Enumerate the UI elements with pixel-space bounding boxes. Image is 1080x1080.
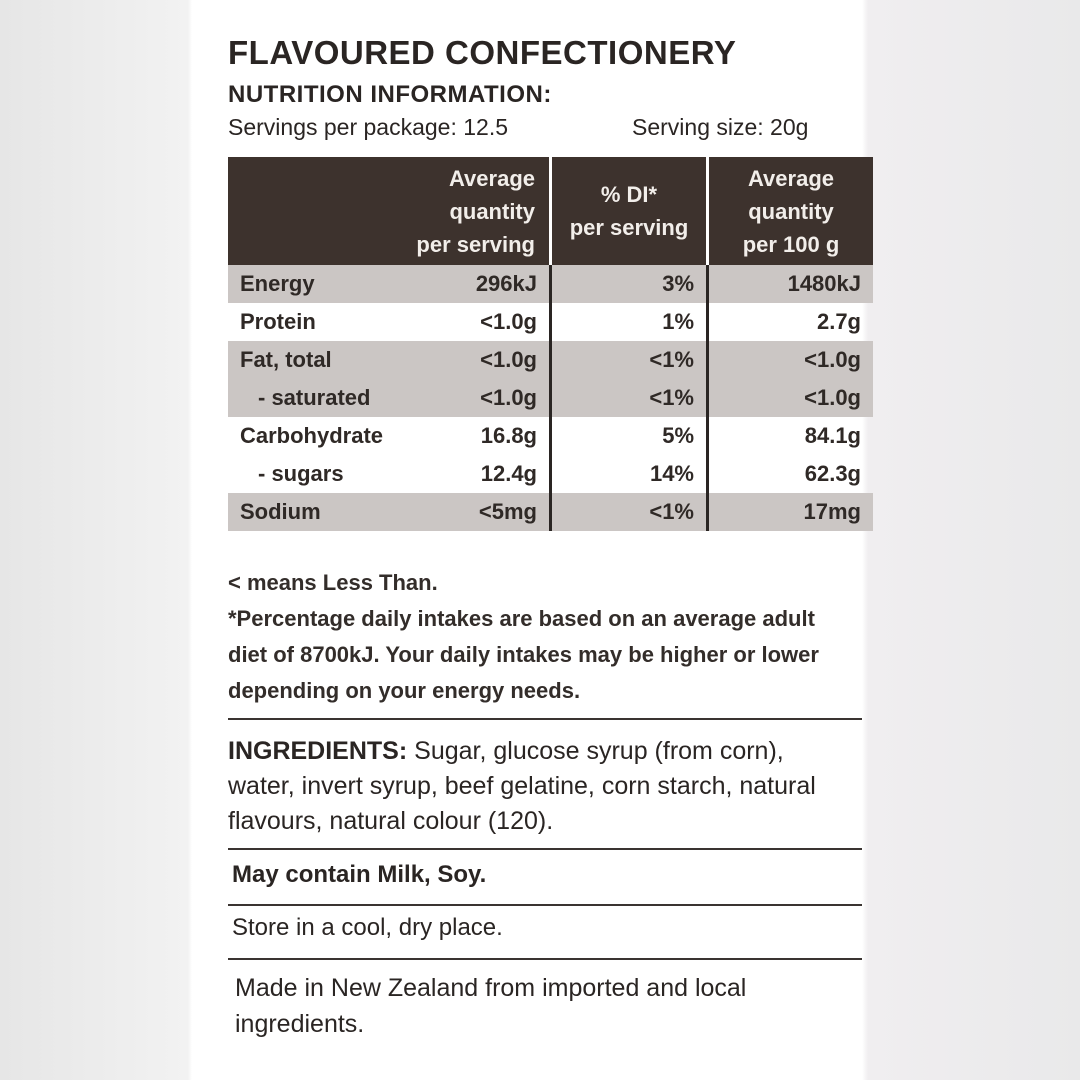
nutrient-value: 3%	[550, 265, 709, 303]
nutrient-name: Protein	[240, 309, 316, 334]
nutrient-name: Fat, total	[228, 341, 445, 379]
nutrient-value: <1.0g	[707, 341, 873, 379]
column-header: % DI* per serving	[550, 157, 709, 265]
origin: Made in New Zealand from imported and lo…	[235, 974, 747, 1038]
column-header-line: per 100 g	[742, 231, 840, 257]
table-row: - saturated <1.0g <1% <1.0g	[228, 379, 873, 417]
nutrient-value: <1%	[550, 493, 709, 531]
nutrient-value: 14%	[550, 455, 709, 493]
nutrient-value: 1%	[550, 303, 709, 341]
table-row: Protein <1.0g 1% 2.7g	[228, 303, 873, 341]
nutrient-value: 5%	[550, 417, 709, 455]
column-header-line: Average	[448, 165, 535, 191]
nutrient-name: Sodium	[228, 493, 445, 531]
serving-size: Serving size: 20g	[632, 114, 809, 140]
nutrient-name: - saturated	[228, 379, 445, 417]
ingredients-text: Sugar, glucose syrup (from corn), water,…	[228, 737, 816, 835]
footnotes: < means Less Than. *Percentage daily int…	[228, 565, 828, 709]
ingredients: INGREDIENTS: Sugar, glucose syrup (from …	[228, 734, 828, 839]
table-row: Sodium <5mg <1% 17mg	[228, 493, 873, 531]
table-row: Fat, total <1.0g <1% <1.0g	[228, 341, 873, 379]
column-header: Average quantity per 100 g	[707, 157, 873, 265]
table-row: - sugars 12.4g 14% 62.3g	[228, 455, 873, 493]
nutrient-value: 1480kJ	[707, 265, 873, 303]
divider	[228, 718, 862, 720]
servings-per-package: Servings per package: 12.5	[228, 114, 509, 140]
storage: Store in a cool, dry place.	[232, 914, 503, 941]
nutrient-value: <1.0g	[445, 341, 552, 379]
nutrient-value: 16.8g	[445, 417, 552, 455]
nutrient-value: 17mg	[707, 493, 873, 531]
divider	[228, 958, 862, 960]
ingredients-label: INGREDIENTS:	[228, 737, 408, 765]
column-header-line: per serving	[569, 215, 689, 240]
footnote: *Percentage daily intakes are based on a…	[228, 606, 819, 703]
nutrient-value: 84.1g	[804, 423, 861, 448]
nutrition-table: Average quantity per serving % DI* per servi…	[228, 157, 873, 531]
subtitle: NUTRITION INFORMATION:	[228, 81, 552, 108]
header-row: Average quantity per serving % DI* per servi…	[228, 157, 873, 265]
column-header-line: quantity	[449, 198, 535, 224]
table-row: Carbohydrate 16.8g 5% 84.1g	[228, 417, 873, 455]
divider	[228, 848, 862, 850]
nutrient-value: <5mg	[445, 493, 552, 531]
table-row: Energy 296kJ 3% 1480kJ	[228, 265, 873, 303]
nutrient-name: Carbohydrate	[240, 423, 384, 448]
nutrient-value: <1%	[550, 379, 709, 417]
column-header-line: quantity	[748, 198, 834, 224]
nutrient-value: <1%	[550, 341, 709, 379]
nutrient-value: 2.7g	[816, 309, 861, 334]
nutrient-value: 296kJ	[445, 265, 552, 303]
nutrient-name: - sugars	[258, 461, 344, 486]
nutrient-value: 12.4g	[445, 455, 552, 493]
column-header: Average quantity per serving	[228, 157, 552, 265]
allergens: May contain Milk, Soy.	[232, 861, 487, 888]
column-header-line: Average	[747, 165, 834, 191]
divider	[228, 904, 862, 906]
nutrient-value: <1.0g	[445, 379, 552, 417]
column-header-line: per serving	[416, 231, 535, 257]
footnote: < means Less Than.	[228, 570, 438, 595]
nutrient-value: <1.0g	[445, 303, 552, 341]
column-header-line: % DI*	[600, 182, 658, 207]
nutrient-name: Energy	[228, 265, 445, 303]
nutrient-value: 62.3g	[804, 461, 861, 486]
title: FLAVOURED CONFECTIONERY	[228, 34, 737, 71]
nutrient-value: <1.0g	[707, 379, 873, 417]
